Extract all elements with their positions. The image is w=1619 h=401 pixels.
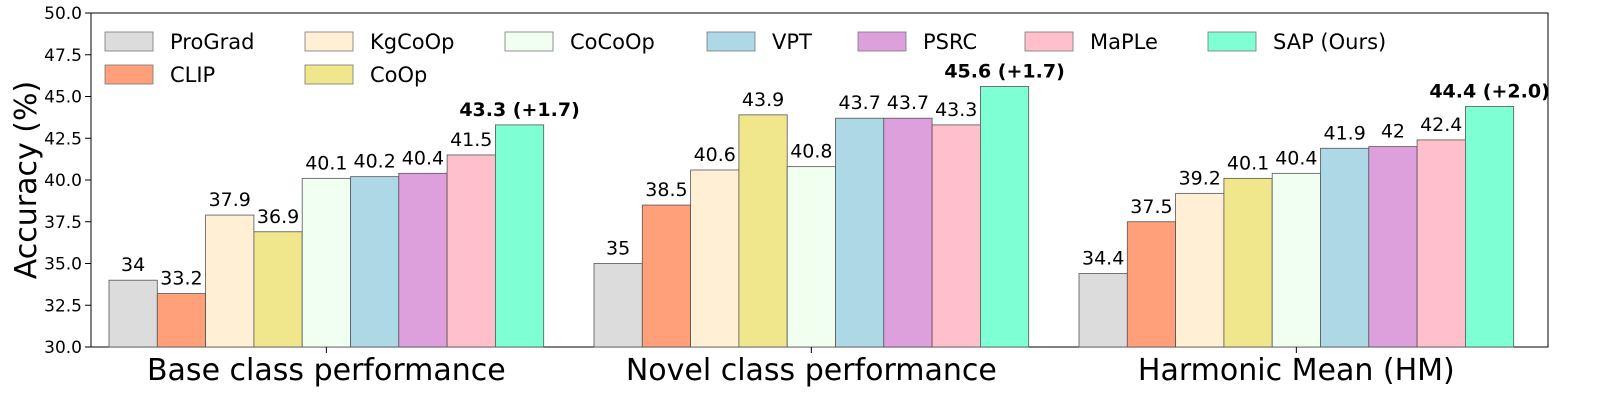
bar-clip [156,293,207,348]
bar-maple [446,154,496,348]
legend-swatch [304,64,354,85]
legend-label: MaPLe [1090,30,1158,54]
legend-label: CLIP [170,63,215,87]
bar-value-label: 33.2 [160,268,202,290]
bar-value-label: 34 [121,254,145,276]
legend-label: CoOp [370,63,427,87]
bar-cocoop [301,177,351,348]
legend-label: SAP (Ours) [1273,30,1386,54]
bar-coop [1223,177,1273,348]
x-axis: Base class performance Novel class perfor… [147,347,1455,388]
legend-label: ProGrad [170,30,254,54]
legend-swatch [1024,31,1074,52]
bar-prograd [593,263,643,348]
legend-swatch [706,31,756,52]
bar-clip [1126,221,1177,348]
legend-swatch [1207,31,1257,52]
bars-group [108,86,1515,348]
bar-value-label: 41.9 [1323,122,1365,144]
bar-maple [1416,139,1466,348]
bar-vpt [1320,147,1370,348]
bar-value-label: 37.9 [209,189,251,211]
legend-label: VPT [772,30,812,54]
bar-value-label: 42.4 [1420,114,1462,136]
bar-cocoop [1271,172,1321,348]
bar-value-label: 43.3 [935,99,977,121]
bar-value-label: 40.4 [402,147,444,169]
bar-vpt [835,117,885,348]
bar-value-label: 43.7 [838,92,880,114]
y-tick-label: 35.0 [44,255,82,275]
bar-value-label: 40.4 [1275,147,1317,169]
bar-vpt [350,176,400,348]
legend-swatch [504,31,554,52]
bar-value-label: 39.2 [1179,167,1221,189]
y-tick-label: 50.0 [44,4,82,24]
bar-value-label: 34.4 [1082,248,1124,270]
bar-prograd [1078,273,1128,348]
bar-clip [641,204,691,348]
x-category-label: Novel class performance [626,353,997,388]
bar-sap-ours [980,86,1030,348]
bar-value-label: 36.9 [257,206,299,228]
bar-value-label: 45.6 (+1.7) [944,60,1064,82]
bar-value-label: 40.2 [353,151,395,173]
bar-value-label: 43.9 [742,89,784,111]
bar-kgcoop [1175,192,1225,348]
bar-sap-ours [494,124,545,348]
legend-swatch [104,31,154,52]
bar-value-label: 41.5 [450,129,492,151]
bar-value-label: 40.8 [790,141,832,163]
bar-value-label: 44.4 (+2.0) [1429,81,1549,103]
bar-value-label: 42 [1381,121,1405,143]
bar-value-label: 43.3 (+1.7) [459,99,579,121]
y-tick-label: 42.5 [44,129,82,149]
bar-value-label: 37.5 [1130,196,1172,218]
legend-label: CoCoOp [570,30,655,54]
y-tick-label: 37.5 [44,213,82,233]
bar-cocoop [786,166,836,348]
y-tick-label: 45.0 [44,88,82,108]
legend-swatch [857,31,907,52]
legend-swatch [304,31,354,52]
bar-psrc [398,172,448,348]
bar-value-label: 38.5 [645,179,687,201]
legend-swatch [104,64,154,85]
y-axis: 30.0 32.5 35.0 37.5 40.0 42.5 45.0 47.5 50.0 [44,4,91,358]
bar-psrc [1368,146,1418,348]
legend: ProGrad KgCoOp CoCoOp VPT PSRC MaPLe SAP (Ours… [104,30,1386,87]
bar-prograd [108,279,158,348]
y-tick-label: 30.0 [44,338,82,358]
bar-kgcoop [205,214,255,348]
bar-value-label: 40.1 [1227,152,1269,174]
bar-value-label: 35 [606,238,630,260]
y-tick-label: 32.5 [44,296,82,316]
bar-sap-ours [1465,106,1515,348]
y-tick-label: 40.0 [44,171,82,191]
bar-coop [253,231,303,348]
bar-labels-group: 34 33.2 37.9 36.9 40.1 40.2 40.4 41.5 43.3 (+1.7… [121,60,1550,289]
bar-value-label: 40.1 [305,152,347,174]
bar-maple [931,124,981,348]
bar-value-label: 40.6 [694,144,736,166]
y-axis-title: Accuracy (%) [9,81,44,279]
bar-psrc [883,117,933,348]
bar-coop [738,114,788,348]
legend-label: KgCoOp [370,30,454,54]
bar-kgcoop [690,169,740,348]
legend-label: PSRC [923,30,977,54]
bar-value-label: 43.7 [887,92,929,114]
y-tick-label: 47.5 [44,46,82,66]
x-category-label: Base class performance [147,353,506,388]
x-category-label: Harmonic Mean (HM) [1138,353,1455,388]
